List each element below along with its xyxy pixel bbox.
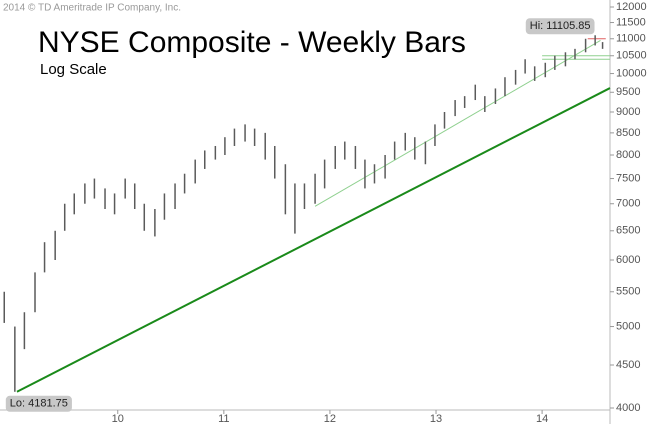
y-tick-label: 10000 bbox=[616, 67, 647, 79]
x-tick-label: 14 bbox=[536, 413, 548, 424]
y-tick-label: 4500 bbox=[616, 359, 640, 371]
chart-subtitle: Log Scale bbox=[40, 61, 107, 78]
annotation-box bbox=[5, 395, 72, 412]
y-tick-label: 11000 bbox=[616, 33, 646, 45]
y-tick-label: 10500 bbox=[616, 50, 647, 62]
y-tick-label: 6500 bbox=[616, 225, 640, 237]
x-tick-label: 13 bbox=[430, 413, 442, 424]
x-tick-label: 10 bbox=[112, 413, 124, 424]
y-tick-label: 6000 bbox=[616, 254, 640, 266]
y-tick-label: 8500 bbox=[616, 127, 640, 139]
chart-title: NYSE Composite - Weekly Bars bbox=[38, 26, 466, 59]
annotation: Hi: 11105.85 bbox=[530, 20, 591, 32]
y-tick-label: 4000 bbox=[616, 402, 640, 414]
trendline bbox=[314, 39, 601, 207]
annotation: Lo: 4181.75 bbox=[10, 398, 68, 410]
y-tick-label: 12000 bbox=[616, 1, 647, 13]
x-tick-label: 11 bbox=[218, 413, 229, 424]
y-tick-label: 11500 bbox=[616, 16, 646, 28]
y-tick-label: 7000 bbox=[616, 198, 640, 210]
y-tick-label: 9500 bbox=[616, 86, 640, 98]
y-tick-label: 5000 bbox=[616, 320, 640, 332]
annotation-box bbox=[525, 18, 595, 35]
x-tick-label: 12 bbox=[324, 413, 336, 424]
trendline bbox=[16, 87, 611, 393]
copyright: 2014 © TD Ameritrade IP Company, Inc. bbox=[3, 3, 181, 14]
y-tick-label: 8000 bbox=[616, 149, 640, 161]
y-tick-label: 7500 bbox=[616, 172, 640, 184]
y-tick-label: 9000 bbox=[616, 106, 640, 118]
y-tick-label: 5500 bbox=[616, 286, 640, 298]
